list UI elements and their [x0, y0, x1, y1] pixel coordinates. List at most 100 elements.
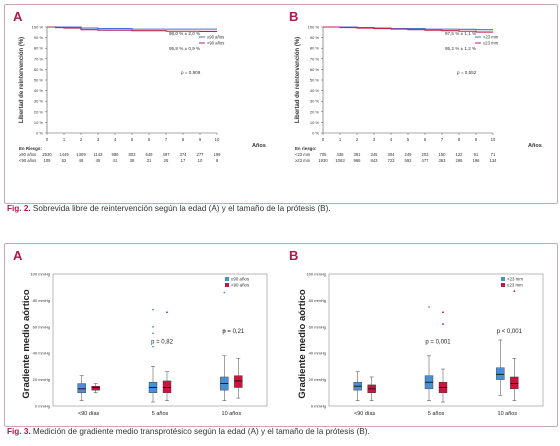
y-tick-label: 80 mmHg	[33, 298, 50, 303]
risk-cell: 1143	[93, 152, 103, 157]
y-tick-label: 60 %	[34, 67, 44, 72]
y-tick-label: 0 %	[36, 131, 43, 136]
x-category-label: 5 años	[152, 411, 169, 417]
annotation-lower: 95,2 % ± 1,2 %	[445, 46, 476, 51]
risk-cell: 38	[130, 158, 135, 163]
outlier-point	[166, 311, 168, 314]
outlier-point	[223, 329, 226, 332]
risk-cell: 199	[214, 152, 222, 157]
box-1	[510, 376, 519, 390]
x-tick-label: 4	[390, 137, 393, 142]
y-tick-label: 80 mmHg	[309, 298, 326, 303]
y-tick-label: 30 %	[310, 99, 320, 104]
box-1	[162, 380, 172, 393]
risk-cell: 1930	[318, 158, 328, 163]
risk-cell: 203	[422, 152, 430, 157]
x-tick-label: 4	[114, 137, 117, 142]
y-tick-label: 60 mmHg	[309, 324, 326, 329]
y-axis-label: Gradiente medio aórtico	[21, 289, 32, 398]
y-tick-label: 40 mmHg	[309, 351, 326, 356]
risk-cell: 10	[198, 158, 203, 163]
y-tick-label: 20 %	[34, 109, 44, 114]
box-0	[77, 383, 86, 393]
x-tick-label: 9	[199, 137, 202, 142]
risk-cell: 391	[354, 152, 362, 157]
box-1	[91, 385, 100, 391]
outlier-point	[152, 325, 154, 328]
risk-table-title: En riesgo:	[295, 146, 317, 151]
x-tick-label: 0	[322, 137, 325, 142]
risk-cell: 723	[388, 158, 396, 163]
outlier-point	[152, 345, 154, 348]
legend-swatch	[225, 283, 229, 287]
y-tick-label: 40 mmHg	[33, 351, 50, 356]
y-tick-label: 100 mmHg	[306, 272, 326, 277]
risk-row-label: <90 años	[19, 158, 36, 163]
risk-cell: 363	[439, 158, 447, 163]
y-tick-label: 10 %	[34, 120, 44, 125]
x-tick-label: 8	[458, 137, 461, 142]
x-tick-label: 1	[339, 137, 342, 142]
annotation-pvalue: p = 0,909	[181, 70, 201, 75]
y-axis-label: Libertad de reintervención (%)	[19, 37, 25, 123]
risk-cell: 705	[320, 152, 328, 157]
x-tick-label: 8	[182, 137, 185, 142]
chart-fig3A: A 0 mmHg 20 mmHg 40 mmHg 60 mmHg 80 mmHg 100 m…	[13, 248, 268, 417]
legend-label: ≥90 años	[207, 35, 224, 40]
outlier-point	[223, 291, 226, 294]
x-tick-label: 1	[63, 137, 66, 142]
y-axis-label: Gradiente medio aórtico	[297, 289, 308, 398]
y-tick-label: 60 %	[310, 67, 320, 72]
chart-fig3B: B 0 mmHg 20 mmHg 40 mmHg 60 mmHg 80 mmHg 100 m…	[289, 248, 544, 417]
annotation-pvalue: p = 0,001	[425, 339, 451, 345]
y-tick-label: 0 mmHg	[311, 404, 326, 409]
risk-cell: 45	[96, 158, 101, 163]
y-tick-label: 40 %	[34, 88, 44, 93]
risk-cell: 345	[371, 152, 379, 157]
y-tick-label: 80 %	[34, 46, 44, 51]
y-tick-label: 50 %	[34, 78, 44, 83]
y-tick-label: 70 %	[310, 56, 320, 61]
risk-cell: 843	[371, 158, 379, 163]
outlier-point	[442, 323, 444, 326]
x-category-label: 10 años	[222, 411, 242, 417]
series-line-0	[47, 26, 217, 30]
risk-cell: 134	[490, 158, 498, 163]
outlier-point	[513, 290, 516, 293]
x-tick-label: 9	[475, 137, 478, 142]
risk-row-label: ≥23 mm	[295, 158, 311, 163]
y-axis-label: Libertad de reintervención (%)	[295, 37, 301, 123]
annotation-upper: 98,0 % ± 2,0 %	[169, 31, 200, 36]
x-tick-label: 10	[215, 137, 220, 142]
outlier-point	[442, 311, 444, 314]
x-category-label: <90 días	[354, 411, 376, 417]
risk-cell: 8	[216, 158, 219, 163]
risk-cell: 803	[129, 152, 137, 157]
panel-letter: B	[289, 248, 298, 263]
legend-swatch	[225, 277, 229, 281]
risk-cell: 497	[163, 152, 171, 157]
y-tick-label: 100 %	[32, 25, 44, 30]
y-tick-label: 20 %	[310, 109, 320, 114]
y-tick-label: 100 %	[308, 25, 320, 30]
risk-cell: 1309	[76, 152, 86, 157]
risk-cell: 71	[491, 152, 496, 157]
plot-area	[328, 273, 544, 407]
figure-3-caption: Fig. 3. Medición de gradiente medio tran…	[7, 427, 370, 436]
series-line-1	[323, 26, 493, 33]
legend-label: <23 mm	[483, 35, 499, 40]
y-tick-label: 60 mmHg	[33, 324, 50, 329]
x-category-label: <90 días	[78, 411, 100, 417]
figure-2-caption-text: Sobrevida libre de reintervención según …	[30, 204, 331, 213]
legend-label: <90 años	[231, 283, 250, 288]
y-tick-label: 50 %	[310, 78, 320, 83]
risk-cell: 1063	[335, 158, 345, 163]
annotation-lower: 95,8 % ± 0,9 %	[169, 46, 200, 51]
risk-row-label: ≥90 años	[19, 152, 36, 157]
annotation-pvalue: p = 0,552	[457, 70, 477, 75]
chart-fig2B: B 0 % 10 % 20 % 30 % 40 % 50 % 60 % 70 % 80 % 90 %…	[289, 9, 542, 163]
x-tick-label: 10	[491, 137, 496, 142]
risk-row-label: <23 mm	[295, 152, 311, 157]
figure-3-caption-text: Medición de gradiente medio transprotési…	[30, 427, 370, 436]
plot-area	[52, 273, 268, 407]
